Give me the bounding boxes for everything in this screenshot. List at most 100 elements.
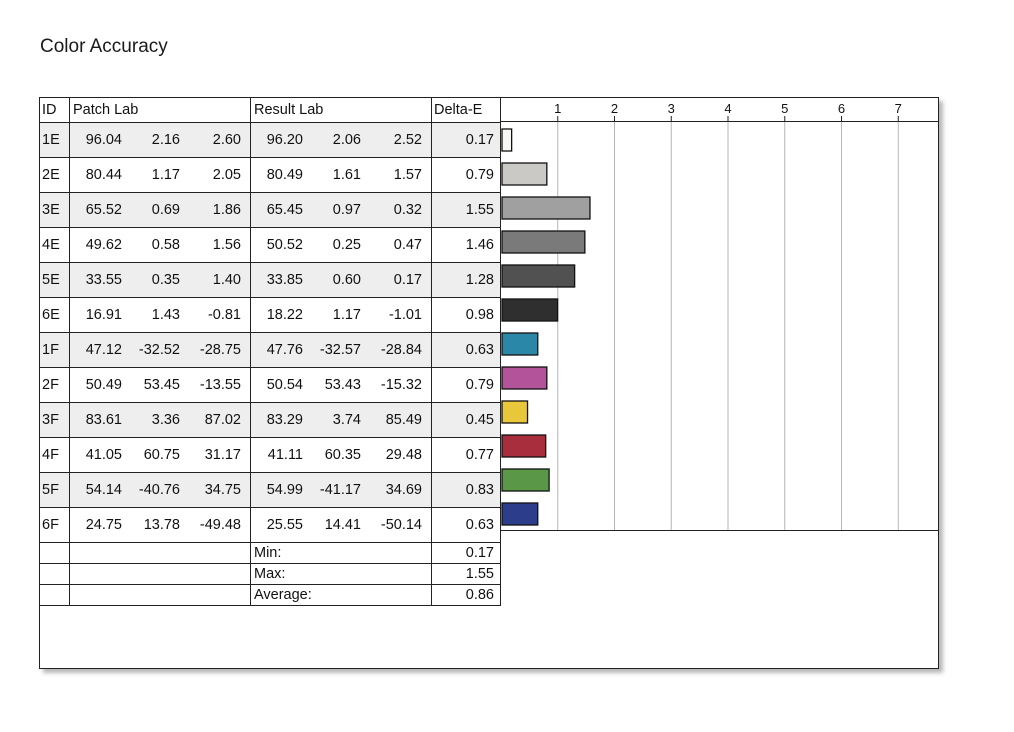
patch-lab-cell: 54.14 -40.76 34.75 xyxy=(69,472,251,508)
delta-e-table: ID Patch Lab Result Lab Delta-E 1E 96.04 2… xyxy=(40,98,501,606)
result-lab-values: 41.11 60.35 29.48 xyxy=(254,447,428,463)
patch-lab-l-value: 83.61 xyxy=(85,412,122,428)
result-lab-values: 54.99 -41.17 34.69 xyxy=(254,482,428,498)
bar xyxy=(501,468,550,492)
summary-empty-cell xyxy=(69,563,251,585)
patch-lab-cell: 41.05 60.75 31.17 xyxy=(69,437,251,473)
result-lab-l-value: 25.55 xyxy=(266,517,303,533)
summary-row: Min: 0.17 xyxy=(40,542,501,564)
patch-lab-b-value: -49.48 xyxy=(199,517,241,533)
result-lab-values: 50.54 53.43 -15.32 xyxy=(254,377,428,393)
patch-lab-b-value: 1.56 xyxy=(212,237,241,253)
result-lab-values: 96.20 2.06 2.52 xyxy=(254,132,428,148)
result-lab-a-value: 0.25 xyxy=(332,237,361,253)
result-lab-values: 18.22 1.17 -1.01 xyxy=(254,307,428,323)
summary-label: Max: xyxy=(250,563,432,585)
patch-lab-values: 83.61 3.36 87.02 xyxy=(73,412,247,428)
summary-label: Min: xyxy=(250,542,432,564)
table-row: 3F 83.61 3.36 87.02 83.29 3.74 85.49 0.45 xyxy=(40,402,501,438)
patch-lab-a-value: -40.76 xyxy=(138,482,180,498)
result-lab-b-value: -1.01 xyxy=(388,307,422,323)
patch-lab-cell: 24.75 13.78 -49.48 xyxy=(69,507,251,543)
table-row: 4E 49.62 0.58 1.56 50.52 0.25 0.47 1.46 xyxy=(40,227,501,263)
result-lab-b-value: -28.84 xyxy=(380,342,422,358)
delta-e-value: 1.46 xyxy=(431,227,501,263)
result-lab-b-value: 0.17 xyxy=(393,272,422,288)
result-lab-a-value: 0.97 xyxy=(332,202,361,218)
patch-lab-values: 41.05 60.75 31.17 xyxy=(73,447,247,463)
result-lab-b-value: 29.48 xyxy=(385,447,422,463)
tick-label: 1 xyxy=(554,101,561,116)
row-id: 5E xyxy=(40,262,70,298)
result-lab-cell: 96.20 2.06 2.52 xyxy=(250,122,432,158)
patch-lab-cell: 65.52 0.69 1.86 xyxy=(69,192,251,228)
result-lab-cell: 83.29 3.74 85.49 xyxy=(250,402,432,438)
summary-empty-cell xyxy=(69,542,251,564)
table-row: 6F 24.75 13.78 -49.48 25.55 14.41 -50.14 0.63 xyxy=(40,507,501,543)
bar xyxy=(501,400,529,424)
patch-lab-l-value: 24.75 xyxy=(85,517,122,533)
row-id: 6E xyxy=(40,297,70,333)
summary-value: 0.86 xyxy=(431,584,501,606)
result-lab-cell: 80.49 1.61 1.57 xyxy=(250,157,432,193)
patch-lab-values: 80.44 1.17 2.05 xyxy=(73,167,247,183)
patch-lab-b-value: 34.75 xyxy=(204,482,241,498)
delta-e-value: 1.55 xyxy=(431,192,501,228)
patch-lab-cell: 96.04 2.16 2.60 xyxy=(69,122,251,158)
delta-e-value: 0.77 xyxy=(431,437,501,473)
tick-label: 7 xyxy=(895,101,902,116)
tick-label: 4 xyxy=(724,101,731,116)
patch-lab-values: 33.55 0.35 1.40 xyxy=(73,272,247,288)
header-result-lab: Result Lab xyxy=(250,98,432,123)
row-id: 2F xyxy=(40,367,70,403)
result-lab-l-value: 18.22 xyxy=(266,307,303,323)
table-row: 1E 96.04 2.16 2.60 96.20 2.06 2.52 0.17 xyxy=(40,122,501,158)
patch-lab-values: 50.49 53.45 -13.55 xyxy=(73,377,247,393)
patch-lab-values: 65.52 0.69 1.86 xyxy=(73,202,247,218)
table-row: 1F 47.12 -32.52 -28.75 47.76 -32.57 -28.84 0.63 xyxy=(40,332,501,368)
patch-lab-b-value: -13.55 xyxy=(199,377,241,393)
color-accuracy-report: ID Patch Lab Result Lab Delta-E 1E 96.04 2… xyxy=(39,97,939,669)
result-lab-cell: 18.22 1.17 -1.01 xyxy=(250,297,432,333)
result-lab-cell: 50.52 0.25 0.47 xyxy=(250,227,432,263)
result-lab-a-value: 0.60 xyxy=(332,272,361,288)
patch-lab-a-value: 3.36 xyxy=(151,412,180,428)
result-lab-values: 65.45 0.97 0.32 xyxy=(254,202,428,218)
page-title: Color Accuracy xyxy=(40,36,168,57)
patch-lab-b-value: -0.81 xyxy=(207,307,241,323)
summary-value: 0.17 xyxy=(431,542,501,564)
delta-e-value: 0.17 xyxy=(431,122,501,158)
delta-e-value: 0.63 xyxy=(431,507,501,543)
patch-lab-b-value: 31.17 xyxy=(204,447,241,463)
summary-value: 1.55 xyxy=(431,563,501,585)
row-id: 2E xyxy=(40,157,70,193)
patch-lab-a-value: -32.52 xyxy=(138,342,180,358)
patch-lab-a-value: 1.43 xyxy=(151,307,180,323)
result-lab-l-value: 50.52 xyxy=(266,237,303,253)
result-lab-a-value: 1.61 xyxy=(332,167,361,183)
patch-lab-a-value: 0.69 xyxy=(151,202,180,218)
patch-lab-l-value: 33.55 xyxy=(85,272,122,288)
patch-lab-a-value: 13.78 xyxy=(143,517,180,533)
patch-lab-a-value: 60.75 xyxy=(143,447,180,463)
bar xyxy=(501,128,513,152)
result-lab-a-value: 60.35 xyxy=(324,447,361,463)
patch-lab-a-value: 0.35 xyxy=(151,272,180,288)
patch-lab-a-value: 2.16 xyxy=(151,132,180,148)
result-lab-values: 80.49 1.61 1.57 xyxy=(254,167,428,183)
result-lab-cell: 41.11 60.35 29.48 xyxy=(250,437,432,473)
table-row: 5F 54.14 -40.76 34.75 54.99 -41.17 34.69 0.83 xyxy=(40,472,501,508)
table-row: 4F 41.05 60.75 31.17 41.11 60.35 29.48 0.77 xyxy=(40,437,501,473)
result-lab-values: 33.85 0.60 0.17 xyxy=(254,272,428,288)
row-id: 6F xyxy=(40,507,70,543)
patch-lab-b-value: 1.86 xyxy=(212,202,241,218)
result-lab-values: 50.52 0.25 0.47 xyxy=(254,237,428,253)
summary-empty-cell xyxy=(69,584,251,606)
summary-label: Average: xyxy=(250,584,432,606)
tick-label: 5 xyxy=(781,101,788,116)
patch-lab-b-value: 1.40 xyxy=(212,272,241,288)
row-id: 3E xyxy=(40,192,70,228)
delta-e-value: 1.28 xyxy=(431,262,501,298)
table-row: 3E 65.52 0.69 1.86 65.45 0.97 0.32 1.55 xyxy=(40,192,501,228)
result-lab-values: 25.55 14.41 -50.14 xyxy=(254,517,428,533)
